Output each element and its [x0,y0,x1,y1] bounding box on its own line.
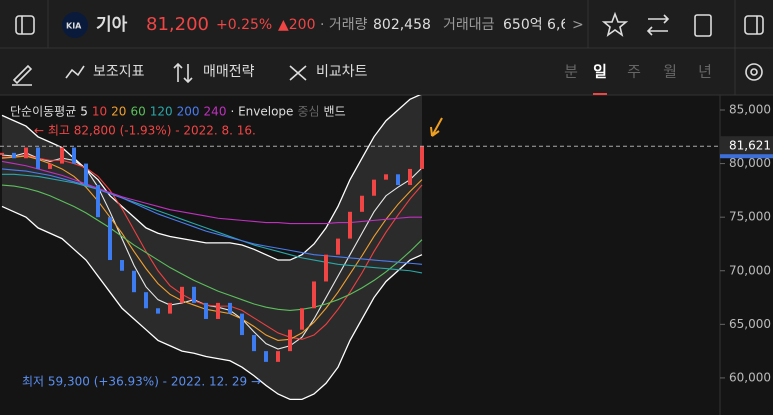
legend-item: 중심 [297,105,319,119]
change: ▲200 [278,17,316,33]
candle [0,152,4,155]
legend-item: 밴드 [324,105,346,119]
candle [360,195,364,212]
candle [276,351,280,362]
legend-item: 60 [130,105,145,119]
memo-button[interactable] [694,14,712,37]
strategy-button[interactable]: 매매전략 [203,64,255,80]
candle [324,254,328,282]
candle [120,260,124,271]
period-tab[interactable]: 주 [627,63,641,81]
legend-item: 200 [177,105,200,119]
period-tab[interactable]: 일 [593,63,607,81]
arrow-marker [430,117,443,137]
high-annotation: ← 최고 82,800 (-1.93%) - 2022. 8. 16. [34,124,256,138]
sidebar-button[interactable] [15,15,35,35]
legend-item: 20 [111,105,126,119]
swap-button[interactable] [646,14,670,36]
candle [408,168,412,186]
candle [372,179,376,196]
legend-item: 5 [80,105,88,119]
candle [168,302,172,314]
candle [96,185,100,218]
period-tab[interactable]: 분 [564,63,578,81]
low-annotation: 최저 59,300 (+36.93%) - 2022. 12. 29 → [22,375,261,389]
candle [72,147,76,164]
panel-button[interactable] [744,15,764,35]
favorite-button[interactable] [601,11,629,37]
change-pct: +0.25% [216,17,272,33]
candle [60,147,64,164]
tab-underline [593,93,607,95]
candle [288,329,292,352]
y-tick-label: 70,000 [729,263,771,277]
candle [204,302,208,319]
current-price-bar [720,154,773,159]
compare-button[interactable]: 비교차트 [316,64,368,80]
candle [108,217,112,261]
candle [240,313,244,336]
candle [144,292,148,309]
candle [132,270,136,293]
period-tab[interactable]: 월 [663,63,677,81]
price: 81,200 [146,14,209,35]
legend-item: · Envelope [230,105,293,119]
icon-part [173,62,193,84]
candle [384,174,388,180]
candle [12,152,16,159]
ma-line [1,168,423,265]
candle [156,308,160,314]
candle [252,335,256,352]
icon-part [750,68,758,76]
settings-button[interactable] [745,63,763,81]
y-tick-label: 80,000 [729,156,771,170]
y-tick-label: 75,000 [729,210,771,224]
candle [420,146,424,169]
logo-text: KIA [66,22,82,31]
y-tick-label: 85,000 [729,103,771,117]
icon-part [289,65,307,81]
candle [192,286,196,303]
current-price-tag [720,136,773,157]
amount-label: 거래대금 [443,17,495,33]
ma-line [2,173,423,274]
legend-item: 120 [150,105,173,119]
ma-line [1,184,423,311]
stock-name: 기아 [96,15,128,35]
amount: 650억 6,6 [503,17,569,33]
indicators-button[interactable]: 보조지표 [93,64,145,80]
more-button[interactable]: > [572,17,584,33]
candle [228,302,232,314]
legend-item: 240 [204,105,227,119]
draw-button[interactable] [12,64,33,86]
candle [264,351,268,362]
y-tick-label: 65,000 [729,317,771,331]
candle [84,163,88,186]
ma-line [1,155,423,341]
envelope-band [2,95,422,400]
candle [300,308,304,330]
legend-item: 10 [92,105,107,119]
volume-label: · 거래량 [320,17,368,33]
candle [336,238,340,255]
current-price-label: 81,621 [729,139,771,153]
icon-part [65,65,85,79]
y-tick-label: 60,000 [729,370,771,384]
candle [180,286,184,303]
candle [396,174,400,186]
candle [36,147,40,169]
envelope-line [1,205,423,401]
candle [348,211,352,239]
candle [48,163,52,169]
logo [62,12,88,38]
legend-item: 단순이동평균 [10,105,76,119]
candle [216,302,220,319]
candle [24,147,28,159]
period-tab[interactable]: 년 [698,63,712,81]
candle [312,281,316,309]
volume: 802,458 [373,17,431,33]
